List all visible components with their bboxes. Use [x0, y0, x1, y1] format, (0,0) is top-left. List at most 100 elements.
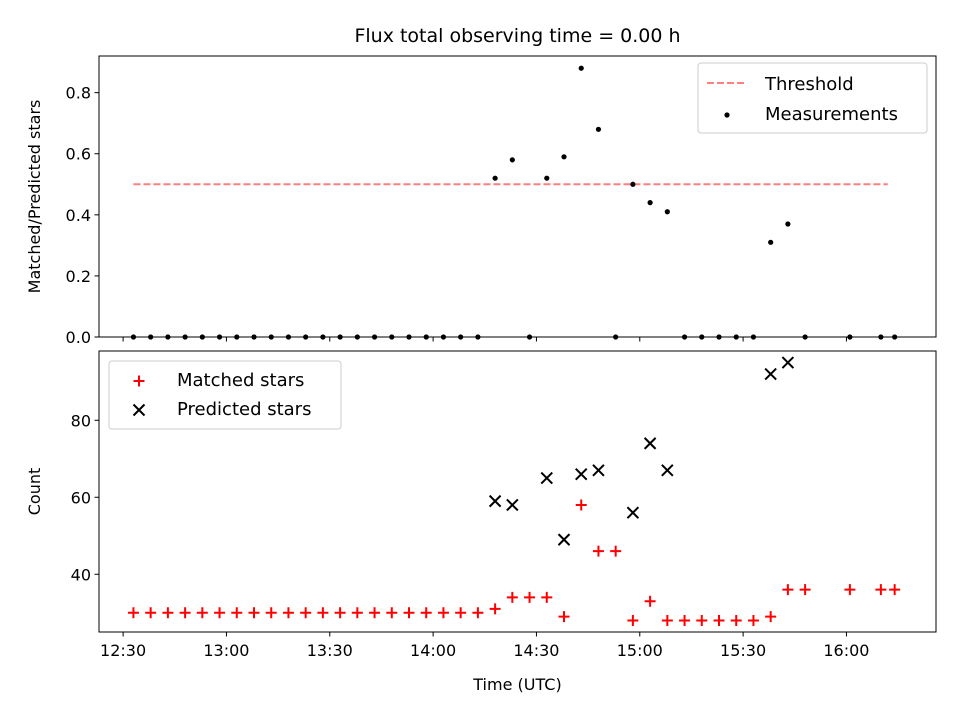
matched-star-point — [524, 591, 536, 603]
measurement-point — [440, 334, 447, 340]
matched-star-point — [455, 607, 467, 619]
legend-threshold-label: Threshold — [764, 74, 854, 95]
matched-star-point — [713, 614, 725, 626]
matched-star-point — [506, 591, 518, 603]
predicted-star-point — [781, 356, 795, 369]
matched-star-point — [196, 607, 208, 619]
predicted-star-point — [575, 467, 588, 481]
measurement-point — [526, 334, 533, 340]
matched-star-point — [696, 614, 708, 626]
panel2-xtick-label: 14:30 — [513, 641, 559, 660]
matched-star-point — [661, 614, 673, 626]
panel2-xtick-label: 13:30 — [307, 641, 353, 660]
measurement-point — [647, 200, 653, 206]
matched-star-point — [386, 607, 398, 619]
measurement-point — [733, 334, 739, 340]
measurement-point — [216, 334, 223, 340]
measurement-point — [165, 334, 171, 340]
measurement-point — [234, 334, 240, 340]
measurement-point — [578, 65, 584, 71]
matched-star-point — [472, 607, 484, 619]
matched-star-point — [610, 545, 622, 557]
predicted-star-point — [540, 471, 553, 485]
panel2-xtick-label: 14:00 — [410, 641, 456, 660]
legend-predicted-label: Predicted stars — [177, 399, 311, 420]
matched-star-point — [437, 607, 449, 619]
measurement-point — [492, 175, 498, 181]
matched-star-point — [300, 607, 312, 619]
matched-star-point — [145, 607, 157, 619]
matched-star-point — [231, 607, 243, 619]
panel2-frame — [98, 350, 937, 633]
measurement-point — [303, 334, 309, 340]
matched-star-point — [889, 584, 901, 596]
predicted-star-point — [592, 464, 605, 477]
matched-star-point — [679, 614, 691, 626]
matched-star-point — [575, 499, 587, 511]
matched-star-point — [627, 614, 639, 626]
predicted-star-point — [661, 464, 674, 477]
predicted-star-point — [626, 506, 640, 519]
measurement-point — [544, 175, 550, 181]
panel2-xtick-label: 12:30 — [100, 641, 146, 660]
matched-star-point — [420, 607, 432, 619]
predicted-star-point — [643, 437, 657, 450]
predicted-star-point — [488, 494, 502, 508]
matched-star-point — [644, 595, 656, 607]
matched-star-point — [248, 607, 260, 619]
panel1-frame — [98, 55, 937, 338]
measurement-point — [389, 334, 395, 340]
matched-star-point — [179, 607, 191, 619]
legend-predicted-swatch — [132, 403, 146, 417]
matched-star-point — [765, 611, 777, 623]
matched-star-point — [541, 591, 553, 603]
matched-star-point — [747, 614, 759, 626]
measurement-point — [285, 334, 292, 340]
measurement-point — [371, 334, 378, 340]
measurement-point — [630, 181, 636, 187]
matched-star-point — [334, 607, 346, 619]
panel2-xtick-label: 16:00 — [823, 641, 869, 660]
matched-star-point — [875, 584, 887, 596]
panel2-ylabel: Count — [25, 468, 44, 516]
measurement-point — [750, 334, 757, 340]
legend-bottom: Matched stars Predicted stars — [108, 360, 342, 430]
measurement-point — [802, 334, 808, 340]
bottom-panel: 40 60 80 12:30 13:00 13:30 14:00 14:30 15:00 15:3… — [25, 350, 937, 694]
legend-matched-label: Matched stars — [177, 370, 304, 391]
matched-star-point — [730, 614, 742, 626]
panel1-ytick-label: 0.0 — [66, 328, 91, 347]
panel2-ytick-label: 80 — [71, 411, 91, 430]
measurement-point — [595, 126, 602, 132]
panel2-xtick-label: 15:30 — [720, 641, 766, 660]
measurement-point — [268, 334, 274, 340]
predicted-star-point — [506, 498, 519, 512]
measurement-point — [406, 334, 412, 340]
panel1-ytick-label: 0.4 — [66, 206, 91, 225]
measurement-point — [847, 334, 853, 340]
matched-star-point — [317, 607, 329, 619]
matched-star-point — [162, 607, 174, 619]
measurement-point — [354, 334, 360, 340]
measurement-point — [458, 334, 464, 340]
legend-matched-swatch — [133, 375, 145, 387]
measurement-point — [892, 334, 898, 340]
chart-title: Flux total observing time = 0.00 h — [354, 25, 680, 47]
panel1-ylabel: Matched/Predicted stars — [25, 100, 44, 294]
matched-star-point — [844, 584, 856, 596]
panel2-xtick-label: 15:00 — [617, 641, 663, 660]
measurement-point — [423, 334, 429, 340]
matched-star-point — [489, 603, 501, 615]
measurement-point — [148, 334, 154, 340]
panel1-ytick-label: 0.2 — [66, 267, 91, 286]
measurement-point — [878, 334, 884, 340]
measurement-point — [664, 209, 670, 215]
measurement-point — [768, 239, 774, 245]
matched-star-point — [282, 607, 294, 619]
legend-measurements-swatch — [724, 112, 730, 118]
matched-star-point — [782, 584, 794, 596]
measurement-point — [251, 334, 257, 340]
panel1-ytick-label: 0.6 — [66, 145, 91, 164]
predicted-star-point — [764, 367, 777, 381]
